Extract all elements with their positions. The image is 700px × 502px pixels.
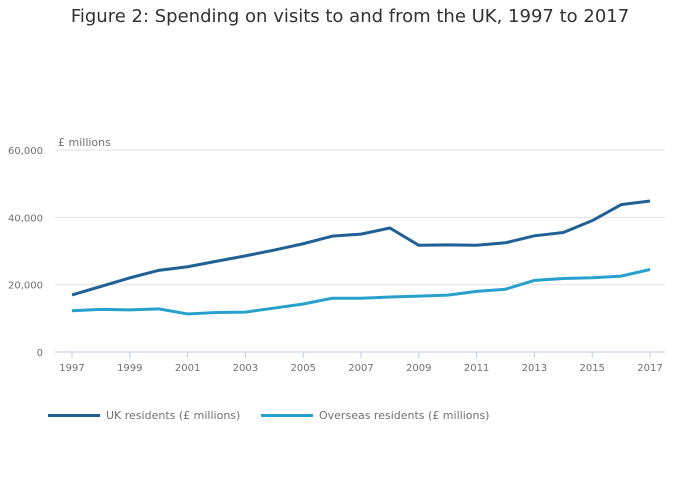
y-tick-label: 40,000 bbox=[8, 213, 43, 224]
legend-swatch bbox=[48, 414, 100, 417]
x-tick-label: 2007 bbox=[348, 363, 373, 374]
x-tick-label: 1999 bbox=[117, 363, 142, 374]
x-tick-label: 2013 bbox=[522, 363, 547, 374]
series-line-uk-residents bbox=[71, 199, 651, 297]
y-tick-label: 20,000 bbox=[8, 281, 43, 292]
y-tick-label: 0 bbox=[37, 348, 43, 359]
legend-swatch bbox=[261, 414, 313, 417]
legend-label: Overseas residents (£ millions) bbox=[319, 409, 490, 422]
x-tick-label: 2005 bbox=[290, 363, 315, 374]
x-tick-label: 2009 bbox=[406, 363, 431, 374]
y-tick-label: 60,000 bbox=[8, 146, 43, 157]
x-tick-label: 1997 bbox=[59, 363, 84, 374]
x-tick-label: 2001 bbox=[175, 363, 200, 374]
x-tick-label: 2011 bbox=[464, 363, 489, 374]
x-tick-label: 2017 bbox=[637, 363, 662, 374]
x-tick-label: 2003 bbox=[233, 363, 258, 374]
legend-item-overseas[interactable]: Overseas residents (£ millions) bbox=[261, 409, 489, 422]
chart-title: Figure 2: Spending on visits to and from… bbox=[70, 6, 630, 27]
legend-label: UK residents (£ millions) bbox=[106, 409, 241, 422]
x-tick-label: 2015 bbox=[579, 363, 604, 374]
y-axis-label: £ millions bbox=[58, 136, 111, 149]
legend-item-uk[interactable]: UK residents (£ millions) bbox=[48, 409, 240, 422]
series-line-overseas-residents bbox=[71, 268, 651, 316]
